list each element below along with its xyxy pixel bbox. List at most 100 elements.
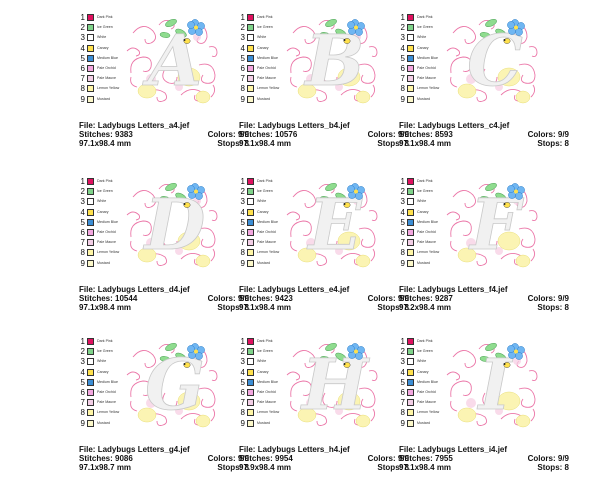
legend-number: 1: [240, 13, 245, 22]
design-card-e[interactable]: 1 Dark Pink 2 Ice Green 3 White 4 Canary 5 Medium…: [239, 177, 424, 327]
stitch-count: 9954: [275, 454, 293, 463]
legend-number: 5: [240, 377, 245, 387]
legend-number: 3: [400, 197, 405, 207]
legend-row: 3 White: [399, 33, 459, 43]
thread-name: Canary: [417, 45, 429, 50]
legend-row: 8 Lemon Yellow: [239, 84, 299, 94]
legend-row: 4 Canary: [239, 44, 299, 54]
color-swatch: [407, 44, 414, 52]
stitches-label: Stitches:: [79, 130, 113, 139]
stitches-label: Stitches:: [399, 130, 433, 139]
stitches-label: Stitches:: [399, 294, 433, 303]
legend-number: 1: [240, 337, 245, 346]
legend-row: 9 Mustard: [399, 419, 459, 429]
embroidery-preview: H: [285, 337, 379, 431]
file-name: Ladybugs Letters_b4.jef: [257, 121, 350, 130]
thread-name: Pale Mauve: [417, 76, 436, 81]
legend-row: 5 Medium Blue: [399, 218, 459, 228]
design-card-b[interactable]: 1 Dark Pink 2 Ice Green 3 White 4 Canary 5 Medium…: [239, 13, 424, 163]
file-label: File:: [79, 121, 96, 130]
color-swatch: [407, 14, 414, 21]
color-swatch: [87, 249, 94, 257]
legend-row: 2 Ice Green: [79, 23, 139, 33]
legend-row: 9 Mustard: [399, 259, 459, 269]
legend-number: 1: [400, 177, 405, 186]
design-card-i[interactable]: 1 Dark Pink 2 Ice Green 3 White 4 Canary 5 Medium…: [399, 337, 584, 487]
legend-row: 9 Mustard: [79, 259, 139, 269]
legend-number: 2: [240, 347, 245, 357]
thread-name: Pale Mauve: [97, 76, 116, 81]
legend-row: 2 Ice Green: [239, 23, 299, 33]
thread-name: Dark Pink: [257, 339, 273, 343]
thread-name: Lemon Yellow: [97, 250, 120, 255]
color-swatch: [407, 249, 414, 257]
legend-row: 7 Pale Mauve: [239, 238, 299, 248]
legend-number: 6: [240, 227, 245, 237]
legend-number: 1: [80, 177, 85, 186]
legend-row: 1 Dark Pink: [239, 337, 299, 347]
color-swatch: [407, 378, 414, 386]
thread-name: Canary: [417, 209, 429, 214]
design-card-d[interactable]: 1 Dark Pink 2 Ice Green 3 White 4 Canary 5 Medium…: [79, 177, 264, 327]
thread-name: Ice Green: [417, 349, 433, 354]
design-size: 97.9x98.4 mm: [239, 463, 292, 472]
design-card-g[interactable]: 1 Dark Pink 2 Ice Green 3 White 4 Canary 5 Medium…: [79, 337, 264, 487]
legend-number: 1: [240, 177, 245, 186]
legend-number: 3: [240, 33, 245, 43]
file-label: File:: [239, 445, 256, 454]
design-card-h[interactable]: 1 Dark Pink 2 Ice Green 3 White 4 Canary 5 Medium…: [239, 337, 424, 487]
thread-name: Mustard: [257, 260, 270, 265]
design-card-a[interactable]: 1 Dark Pink 2 Ice Green 3 White 4 Canary 5 Medium…: [79, 13, 264, 163]
color-swatch: [407, 24, 414, 32]
thread-color-legend: 1 Dark Pink 2 Ice Green 3 White 4 Canary 5 Medium…: [399, 13, 459, 105]
legend-number: 6: [80, 387, 85, 397]
thread-name: Pale Mauve: [417, 240, 436, 245]
color-swatch: [247, 198, 254, 206]
legend-row: 6 Pale Orchid: [239, 388, 299, 398]
legend-row: 4 Canary: [239, 208, 299, 218]
color-swatch: [247, 368, 254, 376]
color-swatch: [247, 188, 254, 196]
thread-color-legend: 1 Dark Pink 2 Ice Green 3 White 4 Canary 5 Medium…: [239, 13, 299, 105]
color-swatch: [87, 64, 94, 72]
legend-row: 9 Mustard: [239, 259, 299, 269]
legend-row: 5 Medium Blue: [79, 54, 139, 64]
thread-name: Mustard: [97, 260, 110, 265]
legend-number: 8: [80, 84, 85, 94]
thread-name: Pale Orchid: [417, 229, 436, 234]
legend-number: 5: [80, 217, 85, 227]
color-swatch: [247, 75, 254, 83]
stitch-count: 7955: [435, 454, 453, 463]
color-swatch: [87, 409, 94, 417]
color-swatch: [87, 218, 94, 226]
stitches-label: Stitches:: [79, 454, 113, 463]
thread-color-legend: 1 Dark Pink 2 Ice Green 3 White 4 Canary 5 Medium…: [399, 337, 459, 429]
design-card-c[interactable]: 1 Dark Pink 2 Ice Green 3 White 4 Canary 5 Medium…: [399, 13, 584, 163]
legend-number: 6: [80, 227, 85, 237]
color-swatch: [247, 249, 254, 257]
colors-label: Colors:: [367, 454, 396, 463]
legend-row: 1 Dark Pink: [239, 13, 299, 23]
stops-label: Stops:: [217, 303, 243, 312]
design-info: File: Ladybugs Letters_h4.jef Stitches: …: [239, 445, 424, 472]
stop-count: 8: [244, 463, 249, 472]
thread-name: Medium Blue: [257, 55, 278, 60]
thread-name: Dark Pink: [417, 179, 433, 183]
design-card-f[interactable]: 1 Dark Pink 2 Ice Green 3 White 4 Canary 5 Medium…: [399, 177, 584, 327]
legend-number: 4: [80, 207, 85, 217]
legend-row: 3 White: [79, 33, 139, 43]
thread-name: Mustard: [417, 96, 430, 101]
thread-name: Pale Orchid: [257, 65, 276, 70]
design-info: File: Ladybugs Letters_c4.jef Stitches: …: [399, 121, 584, 148]
file-label: File:: [79, 445, 96, 454]
legend-row: 5 Medium Blue: [79, 378, 139, 388]
legend-row: 6 Pale Orchid: [399, 388, 459, 398]
file-label: File:: [79, 285, 96, 294]
color-swatch: [247, 44, 254, 52]
thread-name: Medium Blue: [417, 379, 438, 384]
file-label: File:: [239, 121, 256, 130]
thread-name: Lemon Yellow: [257, 250, 280, 255]
legend-number: 5: [80, 53, 85, 63]
color-swatch: [247, 259, 254, 267]
design-letter: B: [303, 19, 364, 102]
